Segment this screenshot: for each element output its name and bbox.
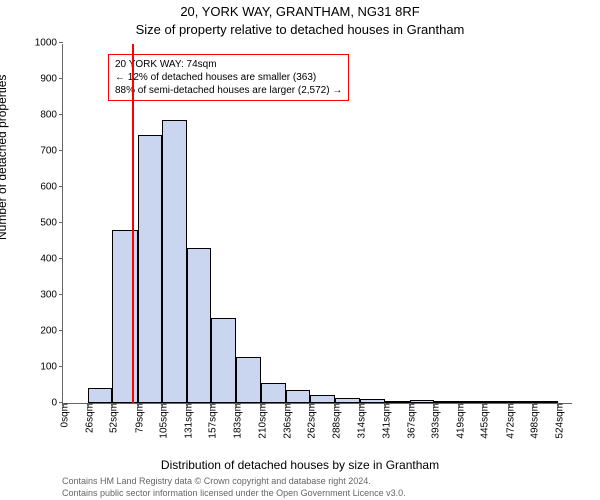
x-tick-label: 445sqm	[476, 403, 491, 439]
y-tick-label: 900	[40, 74, 63, 85]
x-tick-label: 210sqm	[254, 403, 269, 439]
x-tick-mark	[483, 403, 484, 407]
x-tick-mark	[63, 403, 64, 407]
histogram-bar	[459, 401, 484, 403]
x-tick-label: 524sqm	[550, 403, 565, 439]
histogram-bar	[434, 401, 459, 403]
infobox-line-1: 20 YORK WAY: 74sqm	[115, 58, 342, 71]
histogram-bar	[236, 357, 262, 403]
y-tick-label: 400	[40, 254, 63, 265]
y-tick-label: 1000	[35, 38, 63, 49]
y-axis-label: Number of detached properties	[0, 75, 9, 240]
histogram-bar	[162, 120, 187, 403]
y-tick-label: 800	[40, 110, 63, 121]
x-tick-mark	[385, 403, 386, 407]
infobox-line-2: ← 12% of detached houses are smaller (36…	[115, 71, 342, 84]
y-tick-mark	[59, 222, 63, 223]
x-tick-mark	[138, 403, 139, 407]
histogram-bar	[187, 248, 212, 403]
x-tick-label: 183sqm	[228, 403, 243, 439]
plot-area: 20 YORK WAY: 74sqm ← 12% of detached hou…	[62, 44, 572, 404]
x-tick-mark	[360, 403, 361, 407]
x-tick-label: 52sqm	[105, 403, 120, 433]
footer-copyright-2: Contains public sector information licen…	[62, 488, 406, 498]
x-tick-label: 341sqm	[378, 403, 393, 439]
y-tick-mark	[59, 42, 63, 43]
x-tick-label: 419sqm	[451, 403, 466, 439]
y-tick-label: 300	[40, 290, 63, 301]
x-tick-label: 472sqm	[501, 403, 516, 439]
x-tick-mark	[310, 403, 311, 407]
histogram-bar	[360, 399, 386, 403]
x-tick-mark	[533, 403, 534, 407]
x-tick-mark	[509, 403, 510, 407]
histogram-bar	[483, 401, 509, 403]
y-tick-mark	[59, 294, 63, 295]
address-title: 20, YORK WAY, GRANTHAM, NG31 8RF	[0, 4, 600, 19]
x-tick-label: 314sqm	[352, 403, 367, 439]
histogram-bar	[410, 400, 435, 403]
histogram-bar	[286, 390, 311, 403]
y-tick-mark	[59, 258, 63, 259]
histogram-bar	[310, 395, 335, 403]
x-tick-label: 105sqm	[155, 403, 170, 439]
histogram-bar	[385, 401, 410, 403]
x-tick-label: 236sqm	[278, 403, 293, 439]
x-tick-mark	[286, 403, 287, 407]
y-tick-mark	[59, 78, 63, 79]
chart-title: Size of property relative to detached ho…	[0, 22, 600, 37]
infobox-line-3: 88% of semi-detached houses are larger (…	[115, 84, 342, 97]
x-tick-mark	[112, 403, 113, 407]
x-tick-mark	[162, 403, 163, 407]
x-axis-label: Distribution of detached houses by size …	[0, 458, 600, 472]
x-tick-mark	[434, 403, 435, 407]
x-tick-mark	[558, 403, 559, 407]
x-tick-mark	[459, 403, 460, 407]
y-tick-label: 100	[40, 362, 63, 373]
x-tick-label: 157sqm	[204, 403, 219, 439]
x-tick-label: 367sqm	[402, 403, 417, 439]
histogram-bar	[533, 401, 558, 403]
histogram-bar	[138, 135, 163, 403]
y-tick-label: 200	[40, 326, 63, 337]
y-tick-mark	[59, 186, 63, 187]
x-tick-mark	[211, 403, 212, 407]
x-tick-mark	[187, 403, 188, 407]
reference-info-box: 20 YORK WAY: 74sqm ← 12% of detached hou…	[108, 54, 349, 101]
x-tick-mark	[335, 403, 336, 407]
histogram-bar	[261, 383, 286, 403]
x-tick-label: 79sqm	[130, 403, 145, 433]
x-tick-label: 262sqm	[303, 403, 318, 439]
x-tick-label: 26sqm	[80, 403, 95, 433]
histogram-bar	[88, 388, 113, 403]
y-tick-mark	[59, 330, 63, 331]
histogram-bar	[335, 398, 360, 403]
x-tick-mark	[410, 403, 411, 407]
y-tick-label: 700	[40, 146, 63, 157]
chart-container: 20, YORK WAY, GRANTHAM, NG31 8RF Size of…	[0, 0, 600, 500]
x-tick-mark	[261, 403, 262, 407]
reference-line	[132, 44, 134, 403]
x-tick-label: 131sqm	[179, 403, 194, 439]
y-tick-mark	[59, 114, 63, 115]
x-tick-label: 393sqm	[427, 403, 442, 439]
x-tick-label: 498sqm	[526, 403, 541, 439]
y-tick-label: 500	[40, 218, 63, 229]
histogram-bar	[211, 318, 236, 403]
footer-copyright-1: Contains HM Land Registry data © Crown c…	[62, 476, 371, 486]
x-tick-label: 288sqm	[328, 403, 343, 439]
histogram-bar	[509, 401, 534, 403]
y-tick-mark	[59, 150, 63, 151]
y-tick-label: 600	[40, 182, 63, 193]
x-tick-mark	[236, 403, 237, 407]
y-tick-mark	[59, 366, 63, 367]
x-tick-mark	[88, 403, 89, 407]
